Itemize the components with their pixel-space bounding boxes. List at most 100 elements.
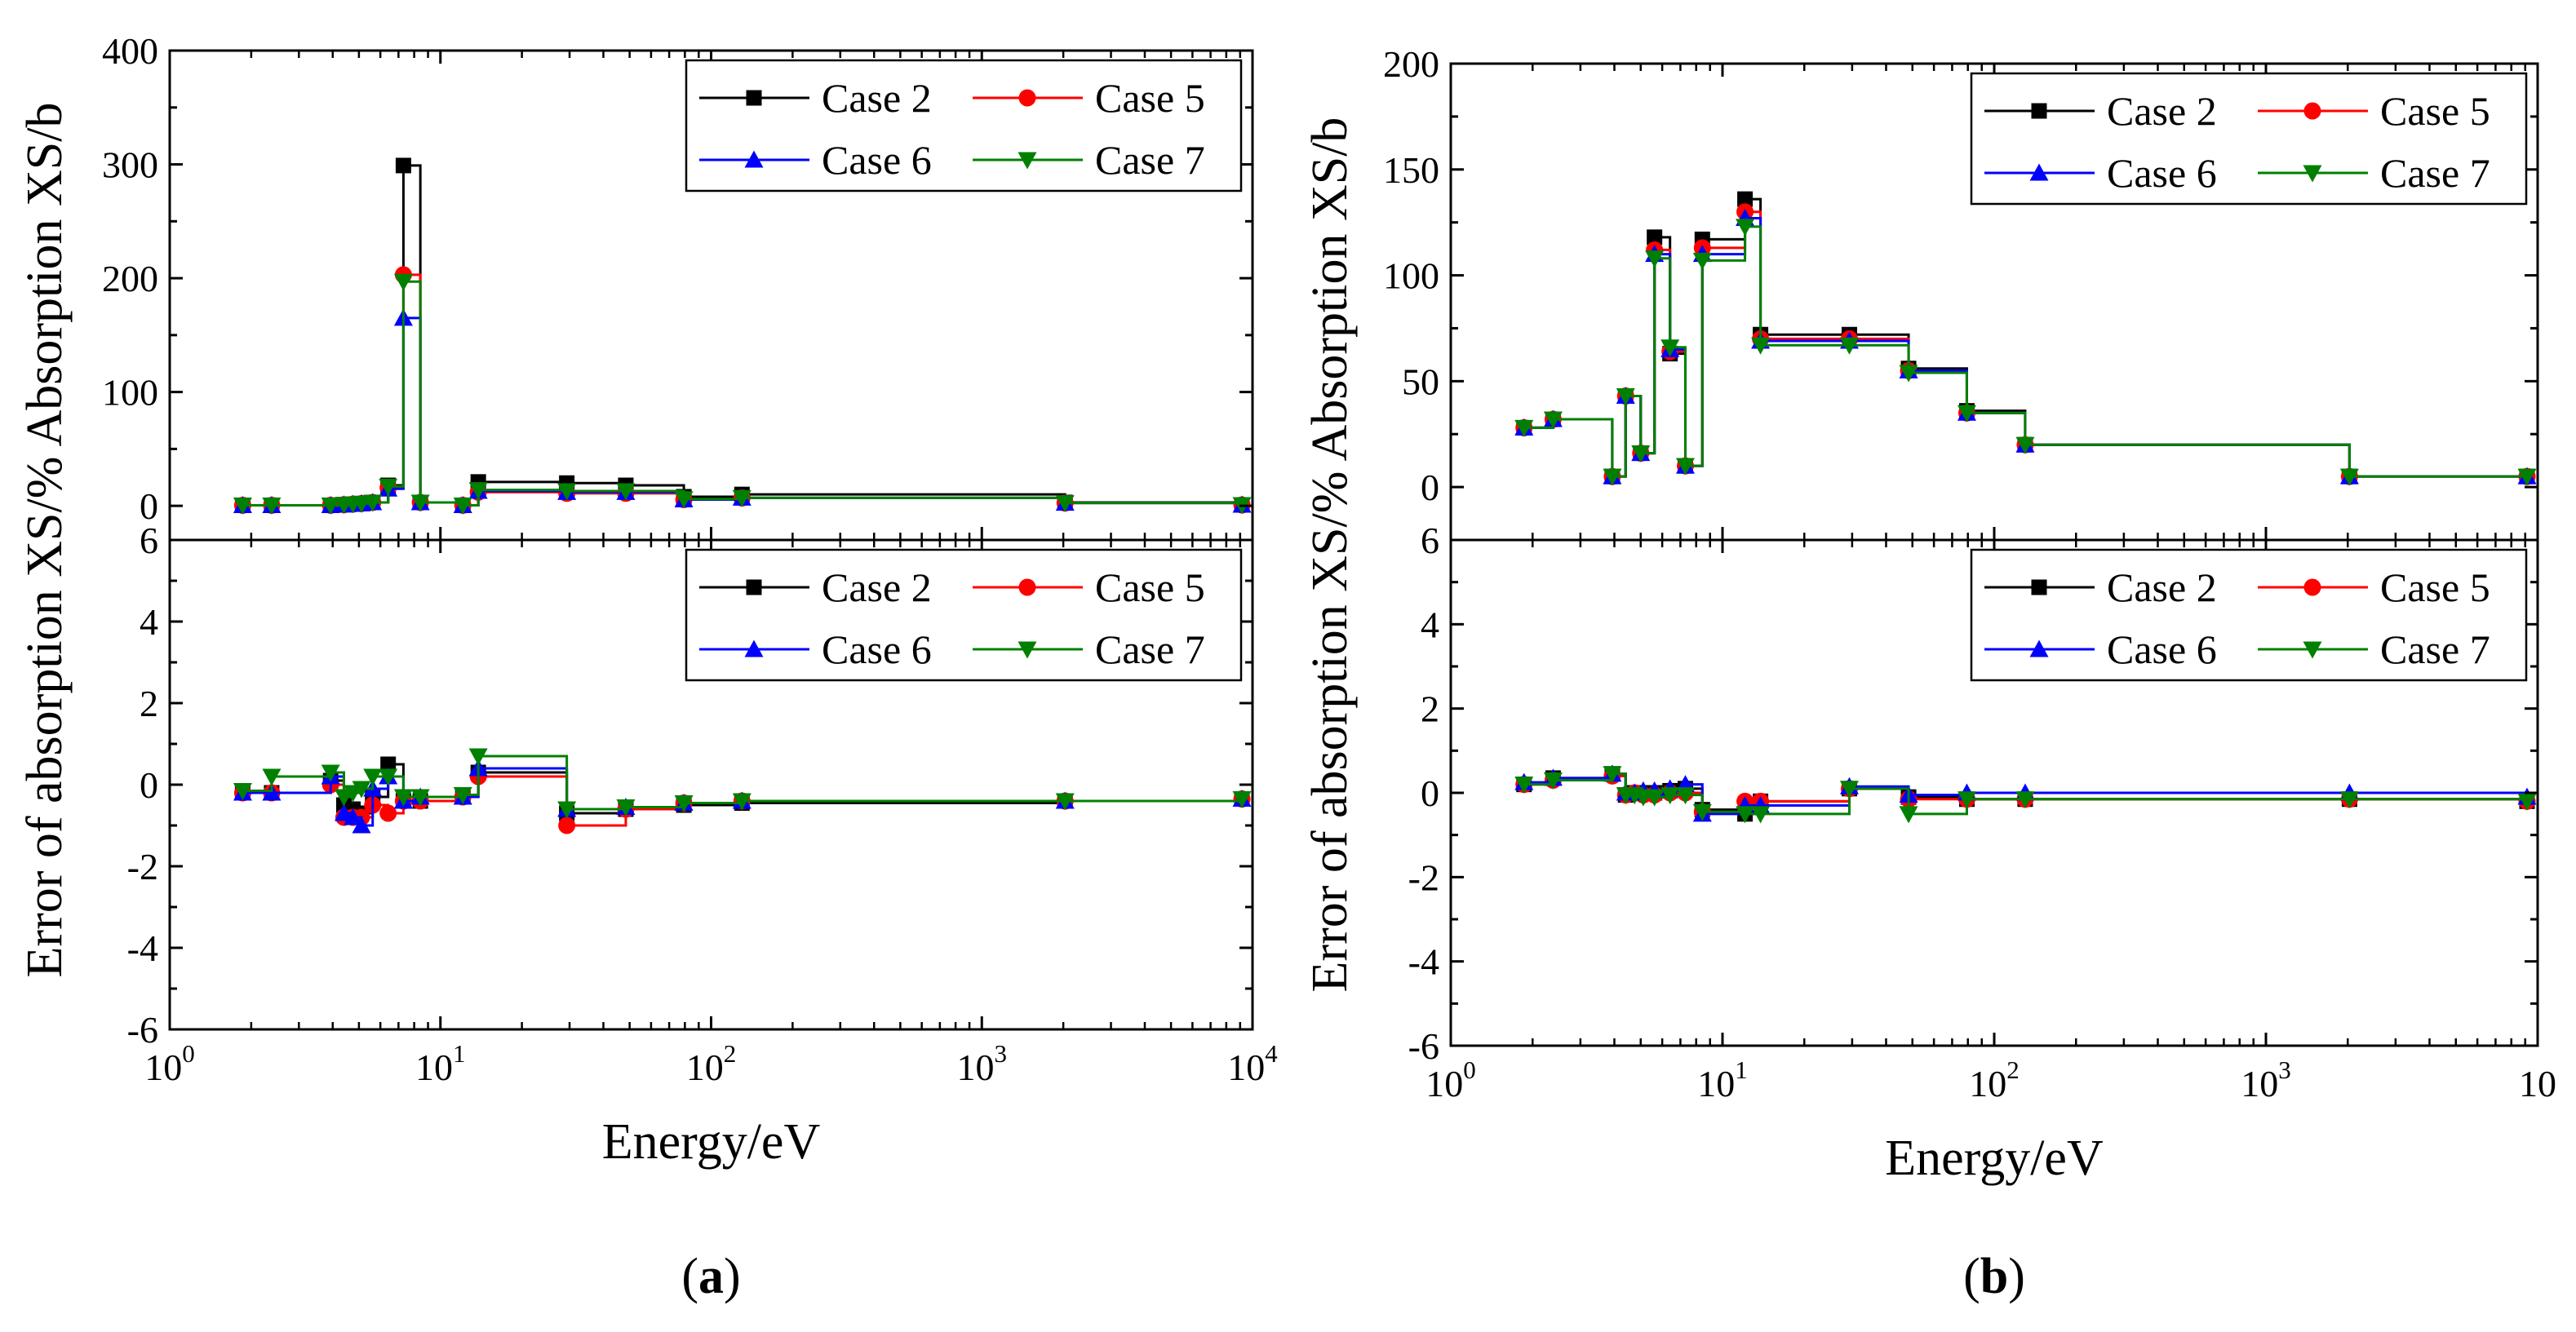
data-point [2339, 468, 2359, 486]
data-point [1660, 339, 1680, 357]
data-point [674, 491, 694, 509]
series-line [242, 316, 1244, 507]
subplot-error: -6 -4 -2 0 2 4 6 Case 2 Case 5 Case 6 Case 7 [127, 520, 1254, 1051]
subplot-absorption: 0 100 200 300 400 Case 2 Case 5 Case 6 Case 7 [102, 30, 1254, 542]
legend-label: Case 2 [2107, 88, 2217, 134]
legend-marker [746, 90, 762, 106]
data-point [1737, 191, 1754, 207]
subplot-error: -6 -4 -2 0 2 4 6 Case 2 Case 5 Case 6 Case 7 [1408, 520, 2539, 1067]
x-tick-label: 100 [144, 1039, 195, 1088]
y-tick-label: 400 [102, 30, 158, 72]
y-tick-label: 6 [1421, 520, 1439, 561]
legend-marker [2031, 103, 2047, 119]
x-tick-label: 101 [415, 1039, 466, 1088]
legend-box [1970, 548, 2528, 682]
data-point [2015, 791, 2035, 809]
data-point [1899, 365, 1918, 383]
legend-entry: Case 7 [2258, 150, 2490, 196]
legend-entry: Case 2 [699, 564, 932, 610]
data-point [558, 816, 576, 834]
y-tick-label: -2 [127, 846, 158, 887]
legend-marker [744, 639, 764, 657]
data-point [557, 483, 577, 501]
legend-entry: Case 5 [973, 75, 1205, 121]
legend-label: Case 6 [822, 626, 932, 672]
legend-marker [2303, 578, 2321, 596]
panel-label: (b) [1963, 1249, 2025, 1304]
data-point [1514, 777, 1534, 794]
data-point [453, 787, 472, 804]
y-tick-label: 0 [1421, 467, 1439, 508]
data-point [379, 478, 398, 496]
legend-label: Case 7 [2380, 150, 2490, 196]
legend-marker [2031, 579, 2047, 595]
y-tick-label: 150 [1383, 149, 1439, 191]
series-case-7 [233, 273, 1252, 515]
data-point [674, 795, 694, 812]
series-case-7 [233, 748, 1252, 819]
series-line [242, 280, 1244, 507]
data-point [1645, 789, 1665, 807]
legend-label: Case 2 [2107, 564, 2217, 610]
data-point [321, 497, 340, 515]
legend-marker [1018, 641, 1037, 659]
series-case-2 [234, 157, 1250, 513]
y-tick-label: 100 [102, 372, 158, 414]
data-point [1839, 337, 1859, 355]
y-tick-label: -2 [1408, 856, 1439, 898]
panel-label: (a) [681, 1249, 740, 1304]
legend-marker [2303, 165, 2322, 183]
data-point [1692, 252, 1712, 270]
data-point [262, 768, 282, 786]
x-tick-label: 100 [1425, 1055, 1476, 1104]
data-point [393, 789, 413, 807]
data-point [1616, 388, 1635, 406]
y-tick-label: -6 [1408, 1025, 1439, 1067]
legend: Case 2 Case 5 Case 6 Case 7 [1970, 72, 2528, 206]
legend-entry: Case 2 [699, 75, 932, 121]
y-tick-label: 4 [1421, 604, 1439, 645]
y-tick-label: 100 [1383, 255, 1439, 297]
legend-label: Case 5 [1095, 75, 1205, 121]
legend-entry: Case 5 [2258, 88, 2490, 134]
data-point [1675, 458, 1695, 476]
data-point [2517, 793, 2537, 811]
legend-box [685, 59, 1243, 192]
y-axis-label: Error of absorption XS/% Absorption XS/b [1302, 117, 1358, 993]
data-point [1543, 772, 1563, 790]
series-case-5 [233, 266, 1251, 514]
data-point [352, 816, 371, 834]
data-point [1645, 250, 1665, 268]
data-point [352, 495, 371, 513]
data-point [262, 497, 282, 515]
data-point [616, 799, 636, 816]
data-point [379, 804, 397, 822]
data-point [1543, 411, 1563, 429]
series-line [242, 273, 1244, 507]
y-tick-label: 300 [102, 144, 158, 186]
legend-label: Case 6 [2107, 150, 2217, 196]
data-point [1899, 806, 1918, 824]
y-tick-label: 0 [1421, 772, 1439, 814]
legend-box [685, 548, 1243, 682]
data-point [395, 157, 411, 174]
legend-entry: Case 7 [2258, 626, 2490, 672]
legend-label: Case 7 [1095, 137, 1205, 183]
data-point [1957, 405, 1976, 423]
data-point [1603, 468, 1622, 486]
data-point [1736, 219, 1755, 237]
data-point [1647, 229, 1663, 246]
y-tick-label: 6 [140, 520, 158, 561]
data-point [2517, 468, 2537, 486]
data-point [2339, 791, 2359, 809]
data-point [1631, 445, 1651, 463]
series-case-7 [1514, 766, 2537, 824]
data-point [410, 494, 430, 512]
data-point [616, 483, 636, 501]
data-point [2015, 436, 2035, 454]
data-point [557, 801, 577, 819]
series-line [242, 164, 1244, 507]
data-point [1514, 419, 1534, 437]
legend-entry: Case 6 [699, 626, 932, 672]
